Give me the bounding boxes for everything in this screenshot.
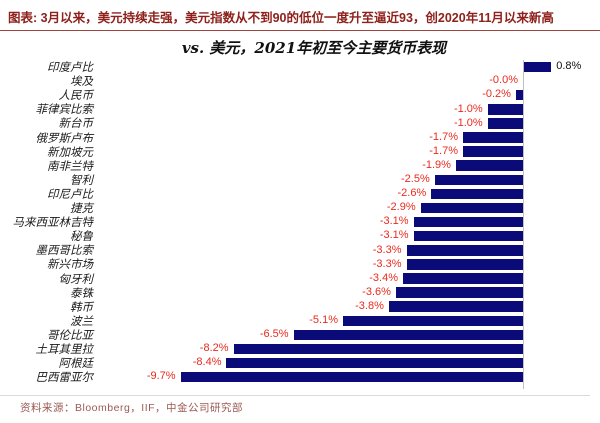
chart-row: 埃及 -0.0% xyxy=(0,74,600,88)
bar xyxy=(226,357,523,369)
value-label: -2.9% xyxy=(386,201,416,214)
category-label: 人民币 xyxy=(58,88,94,103)
bar xyxy=(406,259,523,270)
bar xyxy=(395,287,523,298)
value-label: -9.7% xyxy=(146,370,176,383)
figure-caption: 图表: 3月以来，美元持续走强，美元指数从不到90的低位一度升至逼近93，创20… xyxy=(8,11,554,25)
category-label: 秘鲁 xyxy=(70,229,93,244)
zero-axis-line xyxy=(523,60,524,389)
chart-row: 波兰 -5.1% xyxy=(0,314,600,328)
bar xyxy=(487,118,523,129)
value-label: -8.4% xyxy=(192,356,222,369)
chart-row: 泰铢 -3.6% xyxy=(0,286,600,300)
value-label: -8.2% xyxy=(199,342,229,355)
bar xyxy=(420,202,523,214)
category-label: 匈牙利 xyxy=(58,271,94,286)
category-label: 阿根廷 xyxy=(58,356,94,371)
value-label: -1.0% xyxy=(453,102,483,115)
chart-row: 匈牙利 -3.4% xyxy=(0,272,600,286)
bar xyxy=(462,146,523,157)
category-label: 马来西亚林吉特 xyxy=(12,215,94,230)
category-label: 哥伦比亚 xyxy=(47,327,93,342)
value-label: -3.3% xyxy=(372,243,402,256)
bar xyxy=(413,230,523,242)
value-label: -1.7% xyxy=(429,144,458,157)
bar xyxy=(413,216,523,228)
bar xyxy=(342,315,523,327)
chart-title: vs. 美元，2021年初至今主要货币表现 xyxy=(181,39,447,57)
bar xyxy=(180,371,523,383)
value-label: -3.3% xyxy=(372,257,402,270)
bar xyxy=(523,61,552,73)
value-label: -3.4% xyxy=(369,271,398,284)
category-label: 泰铢 xyxy=(70,285,93,300)
value-label: -3.6% xyxy=(362,285,391,298)
category-label: 印度卢比 xyxy=(47,60,93,74)
chart-row: 印尼卢比 -2.6% xyxy=(0,187,600,201)
chart-row: 智利 -2.5% xyxy=(0,173,600,187)
category-label: 菲律宾比索 xyxy=(35,102,94,117)
chart-row: 菲律宾比索 -1.0% xyxy=(0,102,600,116)
value-label: -2.6% xyxy=(397,187,427,200)
category-label: 捷克 xyxy=(70,201,93,215)
chart-row: 巴西雷亚尔 -9.7% xyxy=(0,370,600,384)
bar-chart: 印度卢比 0.8% 埃及 -0.0% 人民币 -0.2% 菲律宾比索 -1.0% 新台币 -1.0… xyxy=(0,60,600,390)
category-label: 南非兰特 xyxy=(47,158,93,173)
chart-row: 新加坡元 -1.7% xyxy=(0,145,600,159)
value-label: -1.7% xyxy=(429,130,458,143)
category-label: 韩币 xyxy=(70,299,93,314)
chart-row: 哥伦比亚 -6.5% xyxy=(0,328,600,342)
chart-row: 俄罗斯卢布 -1.7% xyxy=(0,131,600,145)
footer-divider xyxy=(0,395,590,396)
chart-row: 新台币 -1.0% xyxy=(0,116,600,130)
bar xyxy=(293,329,523,341)
category-label: 波兰 xyxy=(70,313,93,328)
header-divider xyxy=(0,30,600,31)
value-label: -3.1% xyxy=(379,229,409,242)
category-label: 智利 xyxy=(70,172,93,187)
source-note: 资料来源：Bloomberg，IIF，中金公司研究部 xyxy=(20,402,244,414)
value-label: -2.5% xyxy=(401,173,430,186)
category-label: 新加坡元 xyxy=(47,144,93,159)
chart-row: 马来西亚林吉特 -3.1% xyxy=(0,215,600,229)
category-label: 墨西哥比索 xyxy=(35,243,94,258)
category-label: 土耳其里拉 xyxy=(35,342,94,356)
value-label: -6.5% xyxy=(259,328,289,341)
chart-row: 新兴市场 -3.3% xyxy=(0,257,600,271)
bar xyxy=(388,301,523,312)
value-label: -3.1% xyxy=(379,215,409,228)
bar xyxy=(233,343,523,355)
chart-row: 秘鲁 -3.1% xyxy=(0,229,600,243)
value-label: -0.2% xyxy=(482,88,511,101)
chart-row: 韩币 -3.8% xyxy=(0,300,600,314)
bar xyxy=(515,89,523,101)
value-label: -1.9% xyxy=(422,158,451,171)
value-label: -0.0% xyxy=(489,74,518,87)
category-label: 俄罗斯卢布 xyxy=(35,130,94,145)
value-label: 0.8% xyxy=(556,60,582,73)
bar xyxy=(487,104,523,115)
value-label: -5.1% xyxy=(309,314,338,327)
bar xyxy=(462,132,523,143)
bar xyxy=(406,245,523,256)
category-label: 新兴市场 xyxy=(47,257,93,272)
chart-row: 墨西哥比索 -3.3% xyxy=(0,243,600,257)
category-label: 印尼卢比 xyxy=(47,186,93,201)
chart-row: 阿根廷 -8.4% xyxy=(0,356,600,370)
bar xyxy=(402,273,523,284)
chart-row: 捷克 -2.9% xyxy=(0,201,600,215)
bar xyxy=(455,160,523,171)
category-label: 新台币 xyxy=(58,116,94,131)
bar xyxy=(431,188,523,200)
chart-row: 印度卢比 0.8% xyxy=(0,60,600,74)
chart-row: 南非兰特 -1.9% xyxy=(0,159,600,173)
bar xyxy=(434,174,523,186)
value-label: -3.8% xyxy=(355,299,384,312)
category-label: 巴西雷亚尔 xyxy=(35,370,94,385)
chart-row: 土耳其里拉 -8.2% xyxy=(0,342,600,356)
category-label: 埃及 xyxy=(70,74,93,89)
chart-row: 人民币 -0.2% xyxy=(0,88,600,102)
value-label: -1.0% xyxy=(453,116,483,129)
